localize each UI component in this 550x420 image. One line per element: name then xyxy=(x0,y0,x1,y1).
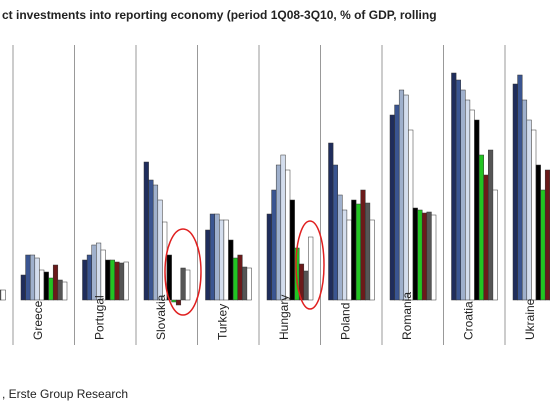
bar xyxy=(421,212,428,301)
bar xyxy=(34,257,40,301)
bar xyxy=(223,219,229,301)
bar xyxy=(52,264,59,301)
bar xyxy=(123,261,129,301)
bar xyxy=(280,154,286,301)
source: , Erste Group Research xyxy=(2,387,128,401)
bar xyxy=(394,104,400,301)
bar xyxy=(426,211,432,301)
bar xyxy=(62,281,68,301)
bar xyxy=(465,99,471,301)
bar xyxy=(308,236,314,301)
bar xyxy=(488,149,494,301)
bar xyxy=(175,299,182,306)
highlight-ellipse xyxy=(295,220,325,310)
chart-title: ct investments into reporting economy (p… xyxy=(2,8,437,22)
bar xyxy=(403,94,409,301)
bar xyxy=(205,229,211,301)
bar xyxy=(209,213,215,301)
bar xyxy=(228,239,234,301)
bar xyxy=(171,299,177,303)
bar xyxy=(157,199,163,301)
bar xyxy=(275,164,282,301)
bar xyxy=(271,189,277,301)
bar xyxy=(431,214,437,301)
bar xyxy=(237,254,243,301)
bar xyxy=(148,179,154,301)
bar xyxy=(180,267,186,301)
bar xyxy=(119,262,125,301)
bar xyxy=(25,254,31,301)
bar xyxy=(369,219,375,301)
bar xyxy=(478,154,484,301)
bar xyxy=(91,244,97,301)
bar xyxy=(521,99,528,301)
bar xyxy=(351,199,357,301)
bar xyxy=(214,213,220,301)
bar xyxy=(20,274,26,301)
bar xyxy=(289,199,295,301)
bar xyxy=(152,184,159,301)
bar xyxy=(29,254,36,301)
bar xyxy=(360,189,366,301)
bar xyxy=(185,269,191,301)
bar xyxy=(535,164,541,301)
x-tick-label: Croatia xyxy=(461,301,475,340)
bar xyxy=(285,169,291,301)
bar xyxy=(398,89,405,301)
bar xyxy=(474,119,480,301)
bar xyxy=(328,142,334,301)
bar xyxy=(86,254,92,301)
bar xyxy=(109,259,115,301)
bar xyxy=(57,279,63,301)
bar xyxy=(469,109,475,301)
bar xyxy=(232,257,238,301)
bar xyxy=(143,161,149,301)
bar xyxy=(544,169,550,301)
bar xyxy=(342,209,348,301)
bar xyxy=(365,202,371,301)
bar xyxy=(303,270,309,301)
x-tick-label: Poland xyxy=(338,303,352,340)
bar xyxy=(483,174,489,301)
x-tick-label: Greece xyxy=(31,300,45,340)
bar xyxy=(246,267,252,301)
bar xyxy=(517,74,523,301)
bar xyxy=(460,89,466,301)
bar xyxy=(332,164,338,301)
bar xyxy=(105,259,111,301)
bar xyxy=(412,207,418,301)
bar xyxy=(526,119,532,301)
bar xyxy=(100,249,106,301)
x-tick-label: Slovakia xyxy=(154,294,168,340)
bar xyxy=(408,129,414,301)
bar xyxy=(242,266,248,301)
bar xyxy=(266,213,272,301)
bar xyxy=(531,129,537,301)
x-tick-label: Portugal xyxy=(92,295,106,340)
bar xyxy=(48,277,54,301)
bar xyxy=(219,219,225,301)
x-tick-label: Ukraine xyxy=(523,298,537,340)
bar xyxy=(96,242,102,301)
bar xyxy=(114,261,120,301)
bar xyxy=(0,289,6,301)
x-tick-label: Romania xyxy=(400,292,414,340)
bar xyxy=(39,269,45,301)
bar xyxy=(540,189,546,301)
bar xyxy=(337,194,343,301)
bar xyxy=(389,114,395,301)
highlight-ellipse xyxy=(164,228,202,316)
bar xyxy=(82,259,88,301)
bar xyxy=(355,203,361,301)
x-tick-label: Turkey xyxy=(215,304,229,340)
bar xyxy=(43,271,49,301)
bar xyxy=(492,189,498,301)
x-tick-label: Hungary xyxy=(277,295,291,340)
bar xyxy=(417,209,423,301)
bar xyxy=(455,79,461,301)
bar xyxy=(346,219,352,301)
bar xyxy=(451,72,457,301)
bar xyxy=(512,83,518,301)
